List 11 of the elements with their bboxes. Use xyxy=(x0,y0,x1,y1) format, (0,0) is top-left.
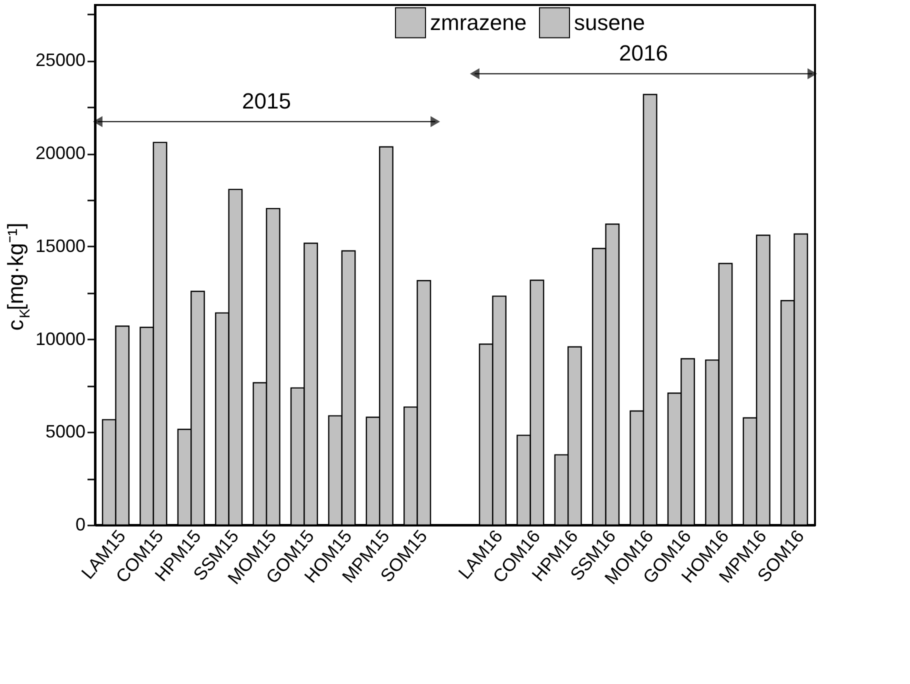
y-tick-label: 5000 xyxy=(45,422,86,442)
y-axis-title: cK[mg·kg⁻¹] xyxy=(3,222,34,331)
y-tick-label: 0 xyxy=(75,514,86,534)
legend-label: susene xyxy=(574,10,645,35)
y-tick-label: 25000 xyxy=(35,50,86,70)
y-tick-label: 15000 xyxy=(35,236,86,256)
annotation: 2016 xyxy=(619,40,668,66)
y-tick-label: 10000 xyxy=(35,328,86,349)
legend-label: zmrazene xyxy=(430,10,527,35)
annotation: 2015 xyxy=(242,88,291,114)
y-tick-label: 20000 xyxy=(35,143,86,164)
